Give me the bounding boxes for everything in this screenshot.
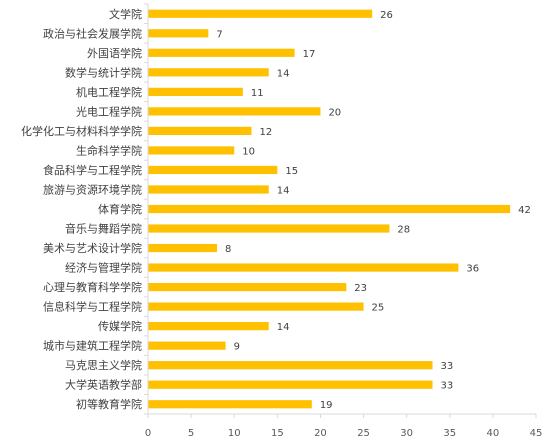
value-label: 10 — [242, 146, 255, 157]
x-tick-label: 0 — [145, 428, 151, 439]
value-label: 36 — [466, 264, 479, 275]
x-tick-label: 20 — [314, 428, 327, 439]
value-label: 19 — [320, 400, 333, 411]
value-label: 25 — [372, 303, 385, 314]
bar-7 — [148, 126, 252, 135]
bar-6 — [148, 107, 321, 116]
bar-12 — [148, 224, 390, 233]
value-label: 33 — [441, 381, 454, 392]
category-label: 食品科学与工程学院 — [43, 163, 142, 177]
labels-layer: 文学院 26 政治与社会发展学院 7 外国语学院 17 数学与统计学院 14 机电工程学院 11 光… — [21, 7, 542, 439]
value-label: 20 — [328, 107, 341, 118]
value-label: 8 — [225, 244, 231, 255]
category-label: 化学化工与材料科学学院 — [21, 124, 142, 138]
value-label: 17 — [303, 49, 316, 60]
category-label: 机电工程学院 — [76, 85, 142, 99]
bar-14 — [148, 263, 459, 272]
category-label: 外国语学院 — [87, 46, 142, 60]
x-tick-label: 15 — [271, 428, 284, 439]
category-label: 经济与管理学院 — [65, 261, 142, 275]
bar-21 — [148, 400, 312, 409]
bar-17 — [148, 322, 269, 331]
value-label: 14 — [277, 185, 290, 196]
bar-5 — [148, 87, 243, 96]
bar-15 — [148, 283, 347, 292]
value-label: 12 — [259, 127, 272, 138]
category-label: 城市与建筑工程学院 — [43, 339, 142, 353]
bar-10 — [148, 185, 269, 194]
bar-19 — [148, 361, 433, 370]
value-label: 26 — [380, 10, 393, 21]
category-label: 生命科学学院 — [76, 143, 142, 157]
x-tick-label: 40 — [487, 428, 500, 439]
category-label: 光电工程学院 — [76, 104, 142, 118]
value-label: 23 — [354, 283, 367, 294]
bar-20 — [148, 380, 433, 389]
category-label: 政治与社会发展学院 — [43, 26, 142, 40]
bar-16 — [148, 302, 364, 311]
bar-8 — [148, 146, 235, 155]
category-label: 马克思主义学院 — [65, 358, 142, 372]
x-tick-label: 25 — [357, 428, 370, 439]
axes-layer — [144, 3, 537, 418]
value-label: 42 — [518, 205, 531, 216]
value-label: 33 — [441, 361, 454, 372]
bar-11 — [148, 204, 511, 214]
category-label: 体育学院 — [98, 202, 142, 216]
x-tick-label: 45 — [530, 428, 543, 439]
category-label: 文学院 — [109, 7, 142, 21]
category-label: 传媒学院 — [98, 319, 142, 333]
category-label: 初等教育学院 — [76, 397, 142, 411]
category-label: 心理与教育科学学院 — [43, 280, 142, 294]
value-label: 14 — [277, 322, 290, 333]
bar-13 — [148, 243, 217, 253]
x-tick-label: 30 — [400, 428, 413, 439]
category-label: 大学英语教学部 — [65, 378, 142, 392]
value-label: 28 — [397, 225, 410, 236]
value-label: 15 — [285, 166, 298, 177]
x-tick-label: 5 — [188, 428, 194, 439]
bar-1 — [148, 9, 373, 18]
bars-layer — [148, 9, 511, 409]
value-label: 14 — [277, 68, 290, 79]
category-label: 美术与艺术设计学院 — [43, 241, 142, 255]
x-tick-label: 10 — [228, 428, 241, 439]
bar-2 — [148, 29, 209, 38]
bar-3 — [148, 48, 295, 57]
bar-4 — [148, 68, 269, 77]
category-label: 旅游与资源环境学院 — [43, 182, 142, 196]
bar-9 — [148, 165, 278, 175]
category-label: 信息科学与工程学院 — [43, 300, 142, 314]
bar-18 — [148, 341, 226, 350]
category-label: 数学与统计学院 — [65, 65, 142, 79]
value-label: 11 — [251, 88, 264, 99]
category-label: 音乐与舞蹈学院 — [65, 222, 142, 236]
x-tick-label: 35 — [443, 428, 456, 439]
value-label: 7 — [216, 29, 222, 40]
value-label: 9 — [234, 342, 240, 353]
